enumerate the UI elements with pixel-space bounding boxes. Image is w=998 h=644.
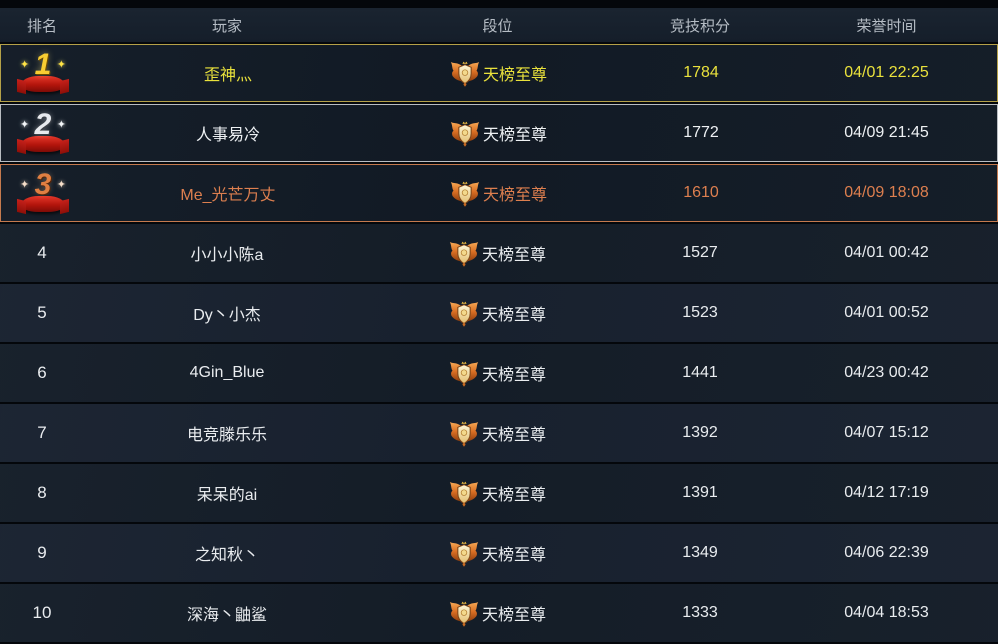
rank-number: 3 [34,168,52,201]
score-value: 1527 [682,244,718,261]
player-name: 人事易冷 [195,127,260,144]
honor-time: 04/01 00:52 [844,304,929,321]
rank-number: 2 [34,108,52,141]
table-row-rank-7[interactable]: 7 电竞滕乐乐 天榜至尊 1392 04/07 15:12 [0,404,998,462]
gold-medal-icon: ✦ ✦ 1 [16,48,70,95]
rank-number: 7 [37,423,47,442]
tier-label: 天榜至尊 [481,607,546,624]
player-name: 深海丶鼬鲨 [186,607,267,624]
tier-badge-icon [449,360,479,387]
header-player: 玩家 [211,17,242,35]
tier-label: 天榜至尊 [481,247,546,264]
rank-number: 10 [32,603,52,622]
tier-badge-icon [449,300,479,327]
table-row-rank-8[interactable]: 8 呆呆的ai 天榜至尊 1391 04/12 17:19 [0,464,998,522]
table-row-rank-9[interactable]: 9 之知秋丶 天榜至尊 1349 04/06 22:39 [0,524,998,582]
header-rank: 排名 [26,17,57,35]
table-row-rank-1[interactable]: ✦ ✦ 1 歪神灬 天榜至尊 1784 04/01 22:25 [0,44,998,102]
player-name: 之知秋丶 [194,547,259,564]
star-icon: ✦ [20,119,30,131]
header-tier: 段位 [482,17,513,35]
rank-number: 6 [37,363,47,382]
score-value: 1610 [683,184,719,201]
rank-number: 8 [37,483,47,502]
player-name: 4Gin_Blue [189,364,265,381]
honor-time: 04/12 17:19 [844,484,929,501]
tier-label: 天榜至尊 [482,67,547,84]
player-name: Dy丶小杰 [193,307,261,324]
score-value: 1392 [682,424,718,441]
rank-number: 5 [37,303,47,322]
table-row-rank-10[interactable]: 10 深海丶鼬鲨 天榜至尊 1333 04/04 18:53 [0,584,998,642]
rank-number: 1 [34,48,52,81]
silver-medal-icon: ✦ ✦ 2 [16,108,70,155]
bronze-medal-icon: ✦ ✦ 3 [16,168,70,215]
score-value: 1333 [682,604,718,621]
rank-number: 9 [37,543,47,562]
rank-number: 4 [37,243,47,262]
table-row-rank-3[interactable]: ✦ ✦ 3 Me_光芒万丈 天榜至尊 1610 04/09 18:08 [0,164,998,222]
tier-label: 天榜至尊 [481,487,546,504]
tier-badge-icon [449,420,479,447]
tier-badge-icon [449,480,479,507]
table-row-rank-6[interactable]: 6 4Gin_Blue 天榜至尊 1441 04/23 00:42 [0,344,998,402]
table-row-rank-5[interactable]: 5 Dy丶小杰 天榜至尊 1523 04/01 00:52 [0,284,998,342]
table-row-rank-2[interactable]: ✦ ✦ 2 人事易冷 天榜至尊 1772 04/09 21:45 [0,104,998,162]
score-value: 1523 [682,304,718,321]
score-value: 1784 [683,64,719,81]
player-name: 呆呆的ai [196,487,258,504]
honor-time: 04/06 22:39 [844,544,929,561]
tier-label: 天榜至尊 [482,187,547,204]
honor-time: 04/09 21:45 [844,124,929,141]
tier-badge-icon [450,180,480,207]
player-name: 小小小陈a [190,247,264,264]
score-value: 1772 [683,124,719,141]
header-score: 竞技积分 [669,17,730,35]
ribbon-icon [21,196,65,212]
tier-badge-icon [450,120,480,147]
star-icon: ✦ [56,179,66,191]
star-icon: ✦ [56,119,66,131]
honor-time: 04/09 18:08 [844,184,929,201]
header-time: 荣誉时间 [856,17,917,35]
score-value: 1349 [682,544,718,561]
honor-time: 04/04 18:53 [844,604,929,621]
tier-label: 天榜至尊 [481,367,546,384]
tier-label: 天榜至尊 [481,307,546,324]
tier-label: 天榜至尊 [481,547,546,564]
tier-badge-icon [449,540,479,567]
ribbon-icon [21,136,65,152]
honor-time: 04/01 22:25 [844,64,929,81]
star-icon: ✦ [20,59,30,71]
honor-time: 04/01 00:42 [844,244,929,261]
player-name: 电竞滕乐乐 [186,427,267,444]
honor-time: 04/23 00:42 [844,364,929,381]
table-row-rank-4[interactable]: 4 小小小陈a 天榜至尊 1527 04/01 00:42 [0,224,998,282]
star-icon: ✦ [20,179,30,191]
tier-label: 天榜至尊 [481,427,546,444]
tier-badge-icon [449,600,479,627]
player-name: 歪神灬 [203,67,252,84]
ribbon-icon [21,76,65,92]
score-value: 1391 [682,484,718,501]
star-icon: ✦ [56,59,66,71]
score-value: 1441 [682,364,718,381]
player-name: Me_光芒万丈 [180,187,276,204]
table-header: 排名 玩家 段位 竞技积分 荣誉时间 [0,8,998,42]
tier-label: 天榜至尊 [482,127,547,144]
honor-time: 04/07 15:12 [844,424,929,441]
tier-badge-icon [449,240,479,267]
tier-badge-icon [450,60,480,87]
